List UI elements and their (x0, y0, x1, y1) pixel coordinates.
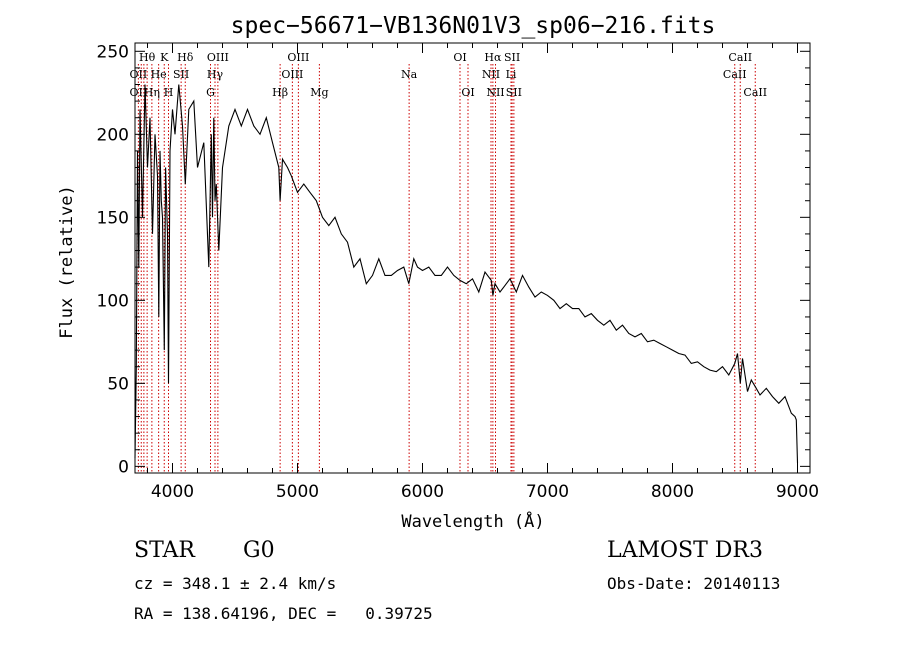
y-tick-label: 150 (97, 208, 129, 228)
line-label: G (206, 86, 215, 99)
line-label: Mg (310, 86, 328, 99)
y-tick-label: 100 (97, 291, 129, 311)
line-label: CaII (728, 51, 752, 64)
line-label: H (164, 86, 174, 99)
line-label: OII (130, 68, 148, 81)
x-tick-label: 4000 (151, 482, 194, 502)
line-label: OIII (207, 51, 229, 64)
line-label: Na (401, 68, 418, 81)
line-label: He (151, 68, 167, 81)
x-tick-label: 6000 (401, 482, 444, 502)
x-axis-label: Wavelength (Å) (401, 510, 544, 532)
line-label: OI (461, 86, 474, 99)
line-label: Hα (484, 51, 502, 64)
line-label: SII (506, 86, 522, 99)
survey-name: LAMOST DR3 (607, 538, 763, 563)
x-tick-label: 9000 (776, 482, 819, 502)
line-label: Hδ (177, 51, 194, 64)
object-class: STAR (134, 538, 195, 563)
x-axis-ticks: 4000 5000 6000 7000 8000 9000 (147, 43, 819, 502)
redshift-readout: cz = 348.1 ± 2.4 km/s (134, 574, 337, 593)
line-label: OI (453, 51, 466, 64)
line-label: K (160, 51, 169, 64)
spectral-line-markers (137, 64, 756, 473)
line-label: OII (130, 86, 148, 99)
line-label: Hγ (207, 68, 224, 81)
y-tick-label: 250 (97, 42, 129, 62)
line-label: CaII (723, 68, 747, 81)
coordinates-readout: RA = 138.64196, DEC = 0.39725 (134, 604, 433, 623)
line-label: SII (504, 51, 520, 64)
plot-frame (134, 42, 811, 474)
x-tick-label: 7000 (526, 482, 569, 502)
line-label: NII (486, 86, 504, 99)
line-label: OIII (287, 51, 309, 64)
y-axis-label: Flux (relative) (57, 185, 77, 339)
x-tick-label: 5000 (276, 482, 319, 502)
spectral-subclass: G0 (243, 538, 275, 563)
line-label: OIII (281, 68, 303, 81)
line-label: NII (482, 68, 500, 81)
x-tick-label: 8000 (651, 482, 694, 502)
y-axis-ticks: 0 50 100 150 200 250 (97, 42, 810, 477)
line-label: Hη (144, 86, 160, 99)
line-label: Hβ (272, 86, 288, 99)
y-tick-label: 200 (97, 125, 129, 145)
line-label: Li (506, 68, 517, 81)
y-tick-label: 0 (118, 457, 129, 477)
y-tick-label: 50 (107, 374, 129, 394)
observation-date: Obs-Date: 20140113 (607, 574, 781, 593)
line-label: Hθ (139, 51, 156, 64)
chart-title: spec−56671−VB136N01V3_sp06−216.fits (231, 13, 716, 39)
line-label: SII (173, 68, 189, 81)
line-label: CaII (743, 86, 767, 99)
spectrum-series-line (134, 84, 799, 464)
